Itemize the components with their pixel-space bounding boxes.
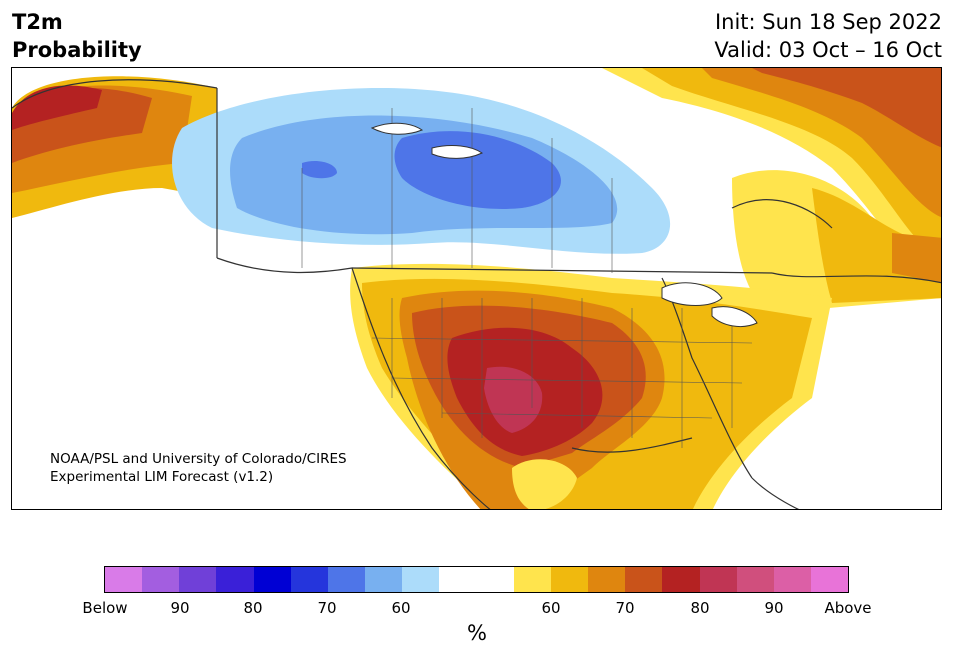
colorbar-label-below-60: 60 xyxy=(391,599,411,617)
colorbar-label-above-70: 70 xyxy=(615,599,635,617)
colorbar-label-above-60: 60 xyxy=(541,599,561,617)
colorbar-label-below-90: 90 xyxy=(170,599,190,617)
colorbar-label-below: Below xyxy=(82,599,128,617)
colorbar-swatch xyxy=(290,567,328,592)
colorbar-swatch xyxy=(662,567,700,592)
colorbar-swatch xyxy=(476,567,514,592)
colorbar-swatch xyxy=(179,567,217,592)
state-borders xyxy=(371,298,753,448)
usa-warm-region xyxy=(350,263,832,509)
credit-line-1: NOAA/PSL and University of Colorado/CIRE… xyxy=(50,451,347,467)
forecast-credit: NOAA/PSL and University of Colorado/CIRE… xyxy=(50,450,347,486)
canada-east-warm-region xyxy=(602,68,941,278)
great-lakes xyxy=(370,122,758,327)
colorbar-swatch xyxy=(736,567,774,592)
probability-map: NOAA/PSL and University of Colorado/CIRE… xyxy=(11,67,942,510)
colorbar-swatch xyxy=(327,567,366,592)
map-canvas xyxy=(12,68,941,509)
valid-period: Valid: 03 Oct – 16 Oct xyxy=(714,38,942,62)
colorbar-swatch xyxy=(588,567,626,592)
colorbar-swatch xyxy=(513,567,551,592)
colorbar-swatch xyxy=(402,567,440,592)
probability-colorbar xyxy=(104,566,849,593)
colorbar-label-above-90: 90 xyxy=(764,599,784,617)
colorbar-swatch xyxy=(142,567,180,592)
colorbar-swatch xyxy=(216,567,254,592)
colorbar-swatch xyxy=(550,567,589,592)
canada-cold-region xyxy=(172,88,671,254)
province-borders xyxy=(301,108,613,273)
colorbar-swatch xyxy=(253,567,291,592)
colorbar-swatch xyxy=(810,567,849,592)
colorbar-label-above: Above xyxy=(824,599,872,617)
colorbar-label-above-80: 80 xyxy=(690,599,710,617)
quebec-warm-region xyxy=(732,170,941,313)
colorbar-swatch xyxy=(773,567,811,592)
coastlines xyxy=(12,79,941,509)
colorbar-swatch xyxy=(105,567,143,592)
colorbar-label-below-70: 70 xyxy=(317,599,337,617)
title-line-2: Probability xyxy=(12,38,142,62)
colorbar-label-below-80: 80 xyxy=(243,599,263,617)
colorbar-swatch xyxy=(625,567,663,592)
colorbar-swatch xyxy=(699,567,737,592)
colorbar-unit: % xyxy=(467,621,487,645)
colorbar-swatch xyxy=(439,567,477,592)
map-title: T2m Probability xyxy=(12,8,142,64)
colorbar-swatch xyxy=(365,567,403,592)
init-date: Init: Sun 18 Sep 2022 xyxy=(714,10,942,34)
forecast-dates: Init: Sun 18 Sep 2022 Valid: 03 Oct – 16… xyxy=(714,8,942,64)
alaska-warm-region xyxy=(12,76,217,218)
title-line-1: T2m xyxy=(12,10,63,34)
credit-line-2: Experimental LIM Forecast (v1.2) xyxy=(50,469,274,485)
